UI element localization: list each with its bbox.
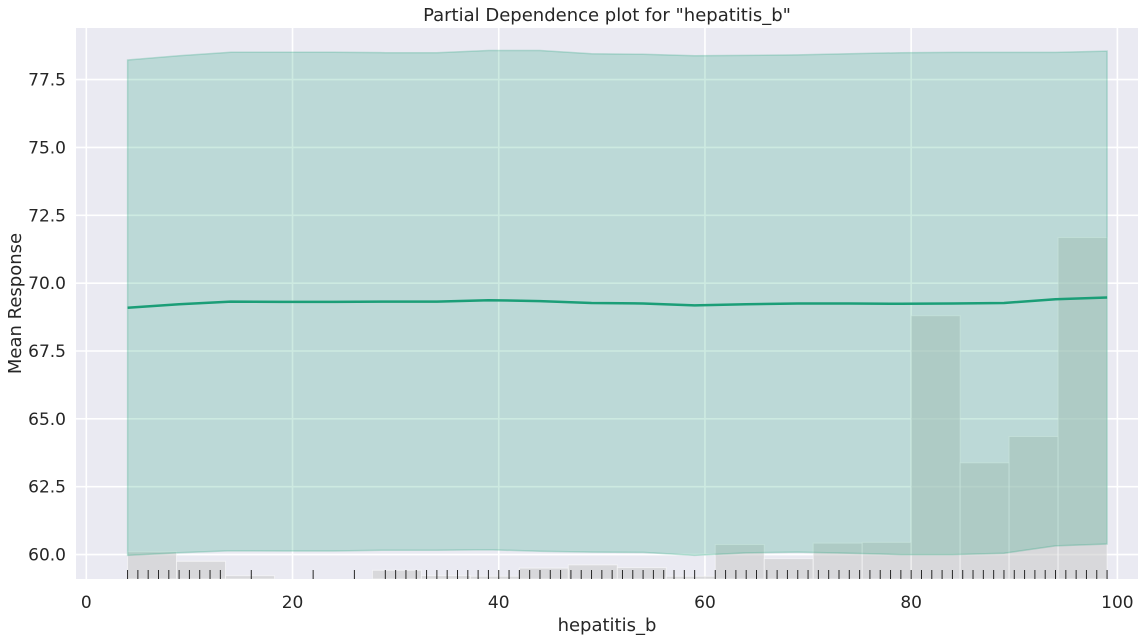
y-axis-title: Mean Response (5, 233, 26, 374)
y-tick-label: 65.0 (28, 410, 66, 430)
histogram-bar (959, 462, 1010, 580)
histogram-bar (1057, 237, 1108, 580)
histogram-bar (910, 315, 961, 580)
mean-response-line (127, 296, 1108, 310)
y-tick-label: 72.5 (28, 206, 66, 226)
y-tick-label: 67.5 (28, 342, 66, 362)
rug-ticks (127, 570, 1108, 579)
x-axis-title: hepatitis_b (558, 615, 657, 636)
x-tick-label: 20 (282, 593, 304, 613)
x-tick-label: 60 (694, 593, 716, 613)
chart-title: Partial Dependence plot for "hepatitis_b… (423, 5, 791, 26)
y-tick-label: 77.5 (28, 71, 66, 91)
y-tick-label: 62.5 (28, 478, 66, 498)
histogram-bar (567, 564, 618, 580)
histogram-bar (616, 567, 667, 580)
histogram-bar (763, 558, 814, 580)
histogram-bar (371, 569, 422, 580)
mean-response-line-group (127, 296, 1108, 310)
histogram-bars (127, 237, 1108, 580)
y-tick-labels: 60.0 62.5 65.0 67.5 70.0 72.5 75.0 77.5 (28, 71, 66, 566)
histogram-bar (420, 575, 471, 580)
x-tick-labels: 0 20 40 60 80 100 (81, 593, 1134, 613)
x-tick-label: 80 (900, 593, 922, 613)
histogram-bar (1008, 436, 1059, 580)
histogram-bar (225, 575, 275, 580)
y-tick-label: 70.0 (28, 274, 66, 294)
x-tick-label: 40 (488, 593, 510, 613)
y-tick-label: 75.0 (28, 138, 66, 158)
histogram-bar (176, 560, 227, 580)
y-tick-label: 60.0 (28, 546, 66, 566)
x-tick-label: 100 (1101, 593, 1133, 613)
x-tick-label: 0 (81, 593, 92, 613)
histogram-bar (812, 542, 863, 580)
